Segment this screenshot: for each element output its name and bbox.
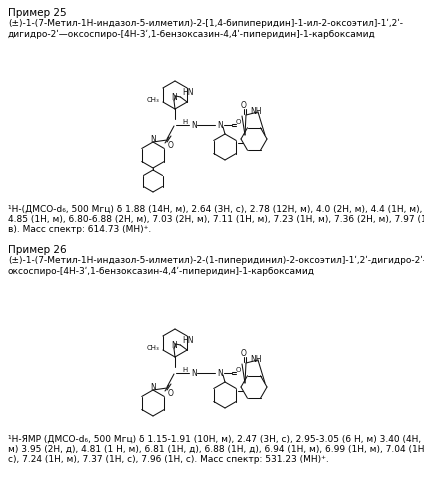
Text: N: N (172, 94, 177, 102)
Text: CH₃: CH₃ (146, 97, 159, 103)
Text: Пример 25: Пример 25 (8, 8, 67, 18)
Text: N: N (191, 368, 197, 378)
Text: CH₃: CH₃ (146, 345, 159, 351)
Text: N: N (150, 136, 156, 144)
Text: H: H (182, 367, 188, 373)
Text: Пример 26: Пример 26 (8, 245, 67, 255)
Text: H: H (182, 119, 188, 125)
Text: O: O (168, 388, 174, 398)
Text: ¹H-(ДМСО-d₆, 500 Мгц) δ 1.88 (14H, м), 2.64 (3H, с), 2.78 (12H, м), 4.0 (2H, м),: ¹H-(ДМСО-d₆, 500 Мгц) δ 1.88 (14H, м), 2… (8, 205, 422, 214)
Text: HN: HN (183, 88, 194, 98)
Text: оксоспиро-[4Н-3ʹ,1-бензоксазин-4,4ʹ-пиперидин]-1-карбоксамид: оксоспиро-[4Н-3ʹ,1-бензоксазин-4,4ʹ-пипе… (8, 267, 315, 276)
Text: ¹H-ЯМР (ДМСО-d₆, 500 Мгц) δ 1.15-1.91 (10H, м), 2.47 (3H, с), 2.95-3.05 (6 H, м): ¹H-ЯМР (ДМСО-d₆, 500 Мгц) δ 1.15-1.91 (1… (8, 435, 421, 444)
Text: N: N (217, 368, 223, 378)
Text: HN: HN (183, 336, 194, 345)
Text: O: O (235, 119, 241, 125)
Text: (±)-1-(7-Метил-1Н-индазол-5-илметил)-2-(1-пиперидинил)-2-оксоэтил]-1ʹ,2ʹ-дигидро: (±)-1-(7-Метил-1Н-индазол-5-илметил)-2-(… (8, 256, 424, 265)
Text: м) 3.95 (2H, д), 4.81 (1 H, м), 6.81 (1H, д), 6.88 (1H, д), 6.94 (1H, м), 6.99 (: м) 3.95 (2H, д), 4.81 (1 H, м), 6.81 (1H… (8, 445, 424, 454)
Text: (±)-1-(7-Метил-1Н-индазол-5-илметил)-2-[1,4-бипиперидин]-1-ил-2-оксоэтил]-1ʹ,2ʹ-: (±)-1-(7-Метил-1Н-индазол-5-илметил)-2-[… (8, 19, 403, 28)
Text: дигидро-2ʹ—оксоспиро-[4Н-3ʹ,1-бензоксазин-4,4ʹ-пиперидин]-1-карбоксамид: дигидро-2ʹ—оксоспиро-[4Н-3ʹ,1-бензоксази… (8, 30, 376, 39)
Text: 4.85 (1H, м), 6.80-6.88 (2H, м), 7.03 (2H, м), 7.11 (1H, м), 7.23 (1H, м), 7.36 : 4.85 (1H, м), 6.80-6.88 (2H, м), 7.03 (2… (8, 215, 424, 224)
Text: с), 7.24 (1H, м), 7.37 (1H, с), 7.96 (1H, с). Масс спектр: 531.23 (MH)⁺.: с), 7.24 (1H, м), 7.37 (1H, с), 7.96 (1H… (8, 455, 329, 464)
Text: в). Масс спектр: 614.73 (MH)⁺.: в). Масс спектр: 614.73 (MH)⁺. (8, 225, 151, 234)
Text: O: O (168, 140, 174, 149)
Text: NH: NH (250, 108, 262, 116)
Text: N: N (150, 384, 156, 392)
Text: O: O (241, 102, 247, 110)
Text: O: O (241, 350, 247, 358)
Text: O: O (235, 367, 241, 373)
Text: N: N (191, 120, 197, 130)
Text: N: N (172, 342, 177, 350)
Text: N: N (217, 120, 223, 130)
Text: NH: NH (250, 356, 262, 364)
